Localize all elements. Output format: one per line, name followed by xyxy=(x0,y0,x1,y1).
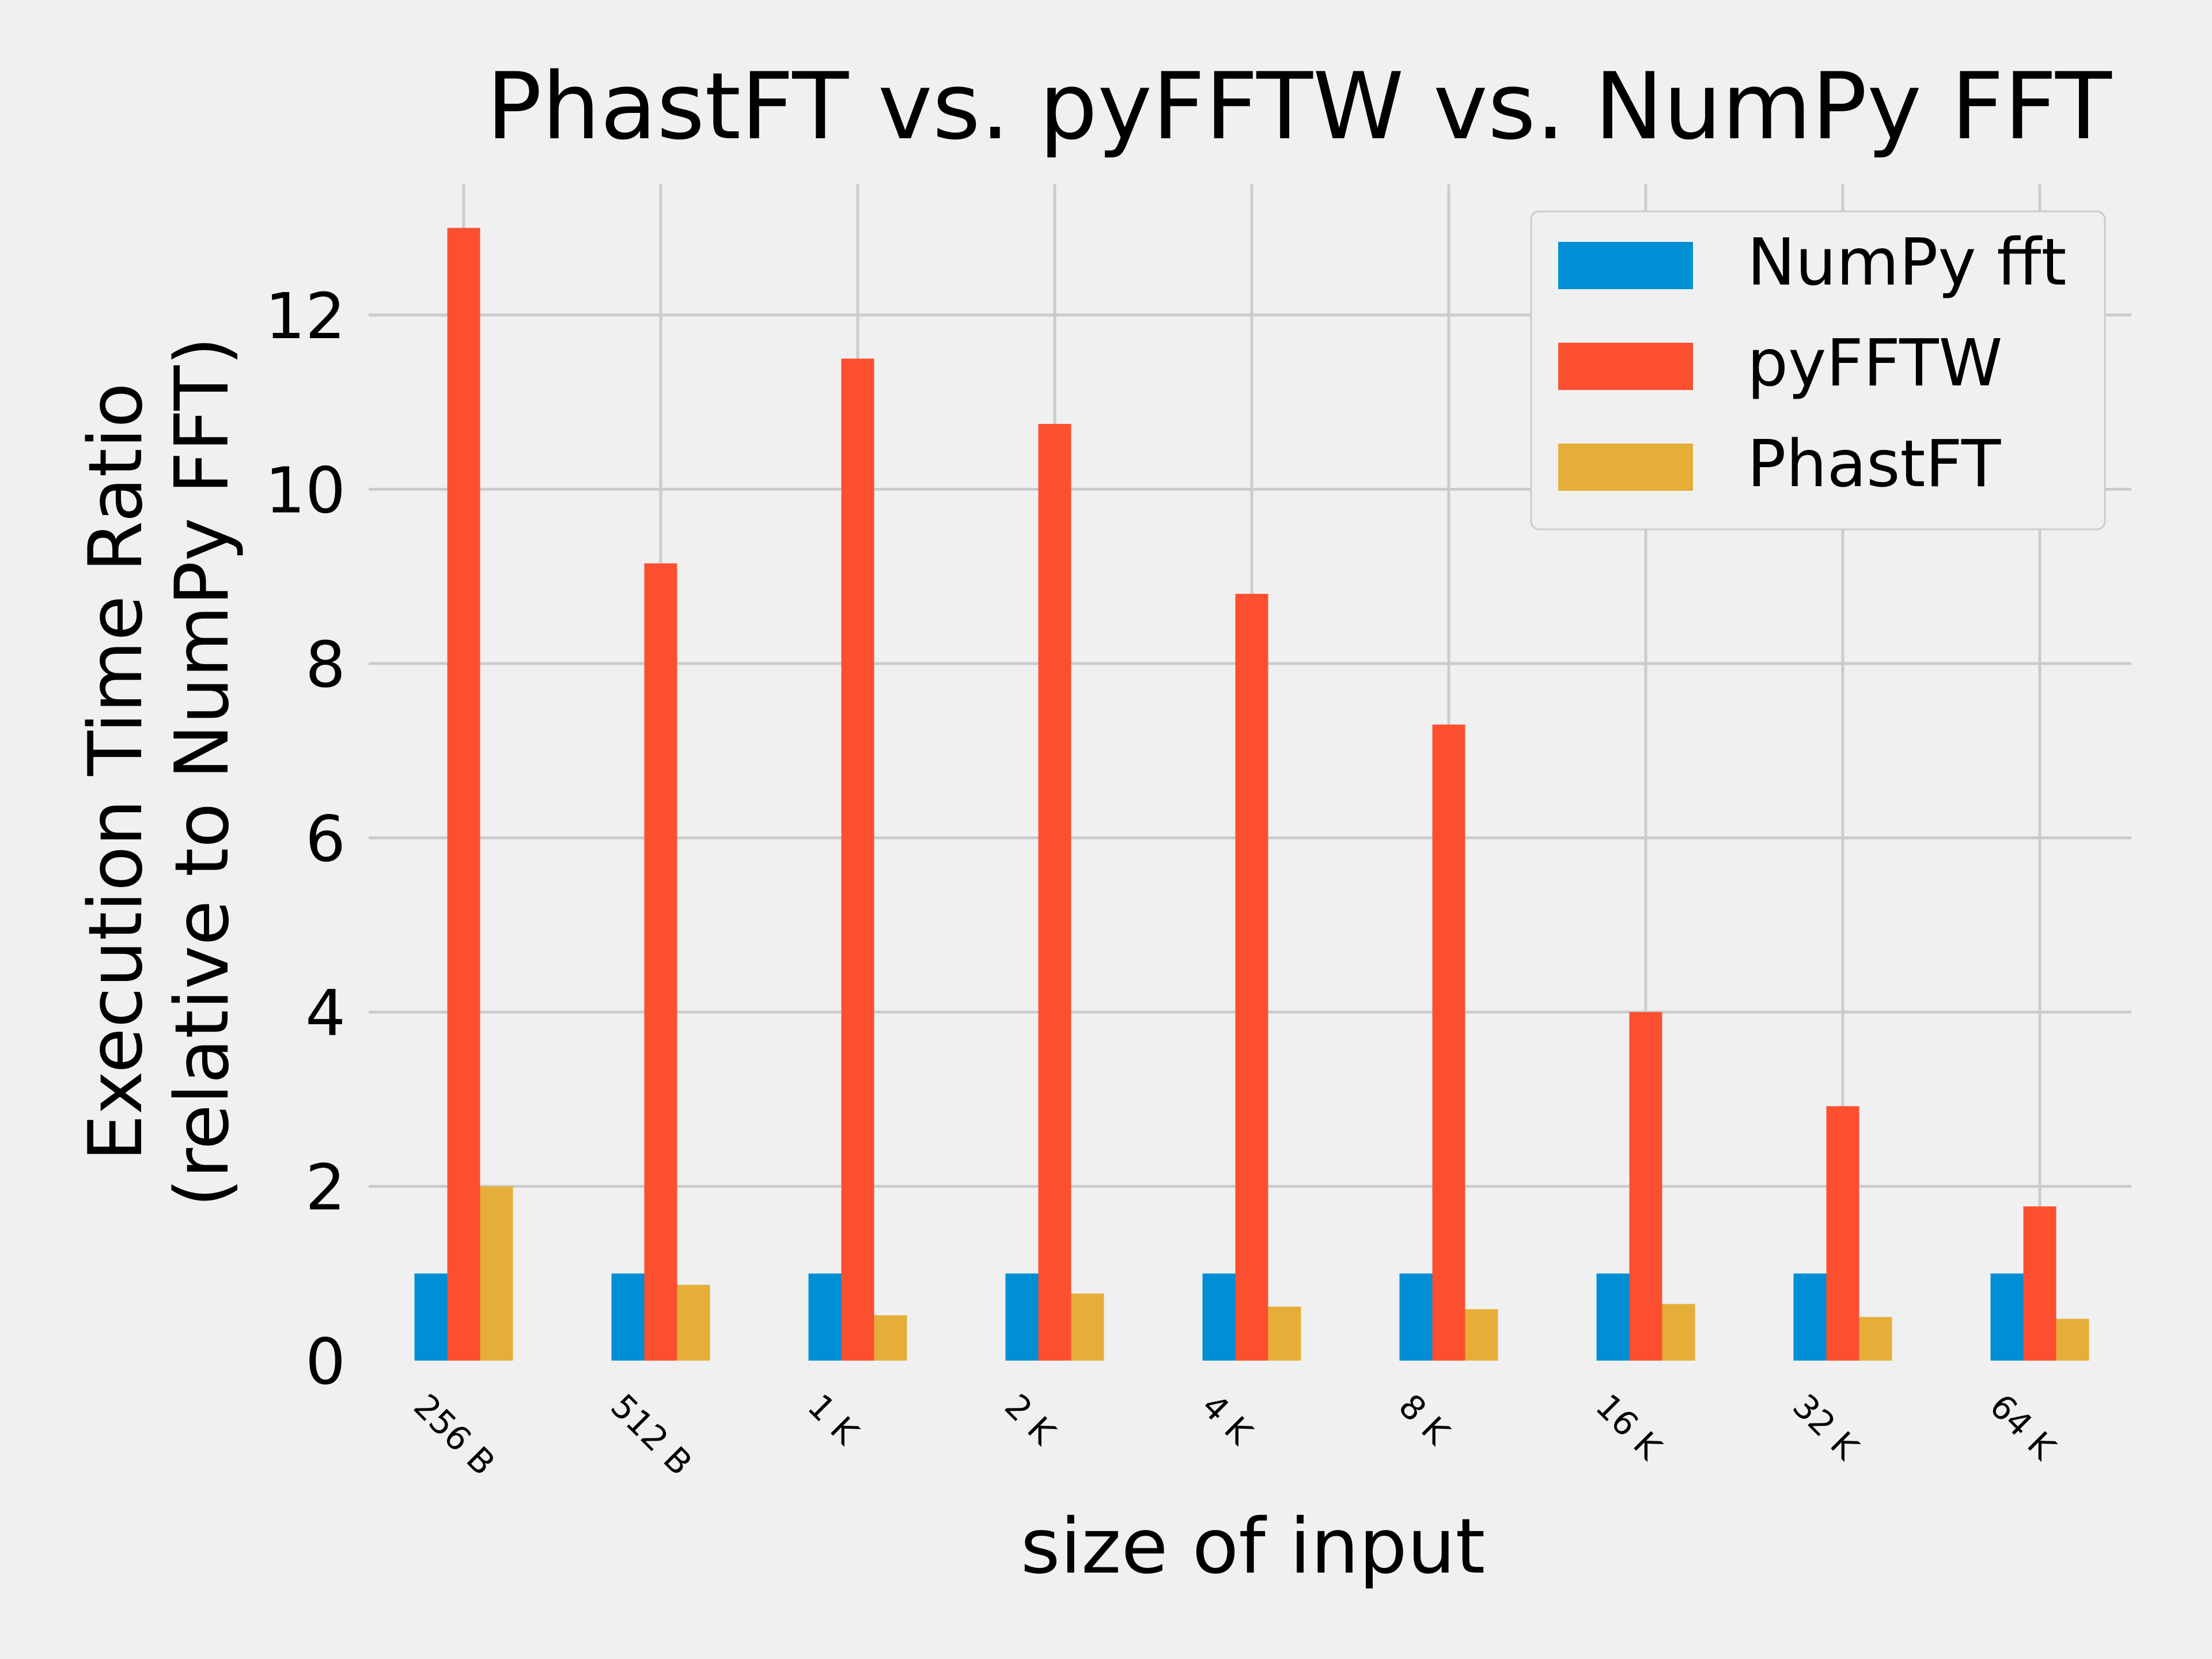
bar-phastft-0 xyxy=(480,1186,513,1361)
bar-pyfftw-6 xyxy=(1629,1012,1662,1361)
y-tick-label: 0 xyxy=(305,1325,346,1399)
bar-numpy-fft-2 xyxy=(808,1273,842,1361)
bar-pyfftw-2 xyxy=(841,358,874,1361)
bar-pyfftw-1 xyxy=(644,563,677,1361)
bar-phastft-4 xyxy=(1268,1306,1301,1361)
legend-swatch xyxy=(1558,343,1693,390)
y-axis-label: Execution Time Ratio (relative to NumPy … xyxy=(73,337,245,1207)
bar-pyfftw-3 xyxy=(1038,423,1071,1361)
legend-swatch xyxy=(1558,444,1693,491)
y-tick-label: 12 xyxy=(265,279,346,353)
y-tick-labels: 0 2 4 6 8 10 12 xyxy=(265,279,346,1399)
bar-numpy-fft-0 xyxy=(414,1273,448,1361)
y-tick-label: 2 xyxy=(305,1150,346,1224)
bar-phastft-3 xyxy=(1071,1293,1104,1361)
bar-numpy-fft-1 xyxy=(611,1273,645,1361)
bar-phastft-2 xyxy=(874,1315,907,1361)
legend-label: NumPy fft xyxy=(1747,225,2066,300)
bar-pyfftw-7 xyxy=(1826,1106,1859,1361)
chart-title: PhastFT vs. pyFFTW vs. NumPy FFT xyxy=(486,52,2112,160)
bar-phastft-7 xyxy=(1859,1317,1892,1361)
bar-numpy-fft-3 xyxy=(1005,1273,1039,1361)
bar-numpy-fft-5 xyxy=(1399,1273,1433,1361)
bar-phastft-8 xyxy=(2056,1319,2089,1361)
bar-numpy-fft-8 xyxy=(1990,1273,2024,1361)
y-axis-label-line-1: Execution Time Ratio xyxy=(73,382,159,1161)
bar-pyfftw-8 xyxy=(2023,1206,2056,1361)
bar-numpy-fft-7 xyxy=(1793,1273,1827,1361)
y-tick-label: 6 xyxy=(305,802,346,876)
y-tick-label: 10 xyxy=(265,453,346,527)
bar-phastft-6 xyxy=(1662,1304,1695,1361)
y-axis-label-line-2: (relative to NumPy FFT) xyxy=(160,337,245,1207)
bar-numpy-fft-4 xyxy=(1202,1273,1236,1361)
bar-pyfftw-0 xyxy=(447,228,480,1361)
legend: NumPy fft pyFFTW PhastFT xyxy=(1530,210,2106,531)
bar-pyfftw-4 xyxy=(1235,593,1268,1361)
y-tick-label: 8 xyxy=(305,628,346,702)
bars xyxy=(414,228,2089,1361)
y-tick-label: 4 xyxy=(305,976,346,1050)
x-axis-label: size of input xyxy=(1021,1502,1486,1591)
legend-swatch xyxy=(1558,242,1693,289)
legend-label: PhastFT xyxy=(1747,427,2001,502)
legend-label: pyFFTW xyxy=(1747,326,2002,401)
bar-pyfftw-5 xyxy=(1432,724,1465,1361)
bar-numpy-fft-6 xyxy=(1596,1273,1630,1361)
bar-phastft-1 xyxy=(677,1285,710,1361)
bar-phastft-5 xyxy=(1465,1309,1498,1361)
